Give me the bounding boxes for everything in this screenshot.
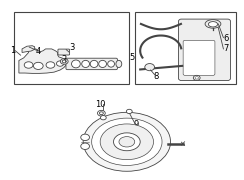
- Polygon shape: [22, 46, 35, 53]
- Bar: [135, 12, 236, 84]
- Ellipse shape: [99, 60, 106, 68]
- FancyBboxPatch shape: [179, 19, 230, 80]
- Circle shape: [62, 60, 66, 63]
- Circle shape: [81, 143, 90, 149]
- Circle shape: [98, 110, 105, 116]
- Circle shape: [60, 58, 68, 64]
- Ellipse shape: [82, 60, 90, 68]
- FancyBboxPatch shape: [66, 58, 117, 70]
- Circle shape: [33, 62, 43, 69]
- Text: 9: 9: [134, 120, 139, 129]
- Ellipse shape: [119, 137, 135, 147]
- Ellipse shape: [108, 61, 114, 67]
- Ellipse shape: [83, 112, 171, 171]
- Circle shape: [100, 112, 103, 115]
- FancyBboxPatch shape: [183, 40, 215, 75]
- Text: 6: 6: [224, 34, 229, 43]
- FancyBboxPatch shape: [58, 49, 70, 55]
- Circle shape: [81, 134, 90, 141]
- Ellipse shape: [113, 133, 140, 151]
- Circle shape: [195, 77, 198, 79]
- Circle shape: [126, 109, 132, 114]
- Text: 1: 1: [10, 46, 15, 55]
- Ellipse shape: [116, 60, 122, 68]
- Text: 5: 5: [129, 53, 134, 62]
- Ellipse shape: [92, 118, 162, 165]
- Text: 10: 10: [95, 100, 105, 109]
- Circle shape: [57, 61, 64, 66]
- Ellipse shape: [205, 20, 221, 28]
- Circle shape: [24, 62, 33, 68]
- Circle shape: [46, 62, 55, 68]
- Ellipse shape: [208, 22, 218, 27]
- Text: 8: 8: [153, 72, 159, 81]
- Text: 3: 3: [70, 43, 75, 52]
- Circle shape: [101, 116, 106, 120]
- Ellipse shape: [90, 60, 98, 68]
- Text: 2: 2: [61, 55, 66, 64]
- Bar: [14, 12, 129, 84]
- Ellipse shape: [71, 60, 80, 68]
- Circle shape: [145, 64, 154, 71]
- Text: 4: 4: [36, 47, 41, 56]
- Ellipse shape: [100, 124, 153, 160]
- Polygon shape: [19, 49, 66, 73]
- Text: 7: 7: [224, 44, 229, 53]
- Circle shape: [193, 75, 200, 80]
